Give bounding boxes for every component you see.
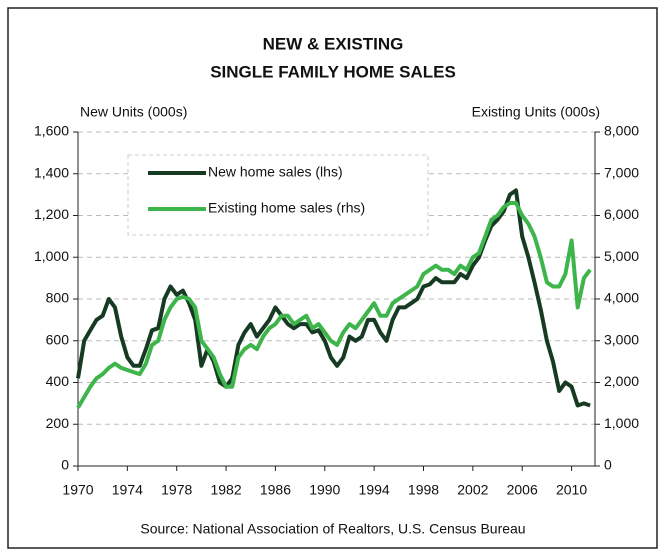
y-tick-label: 0 <box>61 457 69 473</box>
legend-label: Existing home sales (rhs) <box>208 200 365 216</box>
y-axis-label: New Units (000s) <box>80 104 187 120</box>
x-tick-label: 1974 <box>112 482 143 498</box>
x-tick-label: 1998 <box>408 482 439 498</box>
series-line <box>76 201 592 409</box>
y2-tick-label: 1,000 <box>604 415 639 431</box>
y2-tick-label: 8,000 <box>604 123 639 139</box>
x-tick-label: 1970 <box>62 482 93 498</box>
x-tick-label: 1978 <box>161 482 192 498</box>
legend-box <box>127 154 429 236</box>
y-tick-label: 1,400 <box>34 164 69 180</box>
legend-label: New home sales (lhs) <box>208 164 343 180</box>
x-tick-label: 2010 <box>556 482 587 498</box>
y-tick-label: 200 <box>46 415 70 431</box>
y-tick-label: 1,600 <box>34 123 69 139</box>
y-tick-label: 400 <box>46 373 70 389</box>
x-tick-label: 1986 <box>260 482 291 498</box>
y2-tick-label: 7,000 <box>604 164 639 180</box>
y2-tick-label: 6,000 <box>604 206 639 222</box>
y2-tick-label: 2,000 <box>604 373 639 389</box>
y2-axis-label: Existing Units (000s) <box>472 104 600 120</box>
y-tick-label: 800 <box>46 290 70 306</box>
source: Source: National Association of Realtors… <box>140 521 525 537</box>
y2-tick-label: 5,000 <box>604 248 639 264</box>
y2-tick-label: 3,000 <box>604 331 639 347</box>
y-tick-label: 1,000 <box>34 248 69 264</box>
chart-title: NEW & EXISTING <box>263 34 404 53</box>
x-tick-label: 1994 <box>359 482 390 498</box>
frame <box>7 7 658 549</box>
x-tick-label: 2002 <box>457 482 488 498</box>
x-tick-label: 2006 <box>507 482 538 498</box>
x-tick-label: 1982 <box>210 482 241 498</box>
y2-tick-label: 0 <box>604 457 612 473</box>
y2-tick-label: 4,000 <box>604 290 639 306</box>
chart-title: SINGLE FAMILY HOME SALES <box>210 62 456 81</box>
x-tick-label: 1990 <box>309 482 340 498</box>
y-tick-label: 1,200 <box>34 206 69 222</box>
y-tick-label: 600 <box>46 331 70 347</box>
